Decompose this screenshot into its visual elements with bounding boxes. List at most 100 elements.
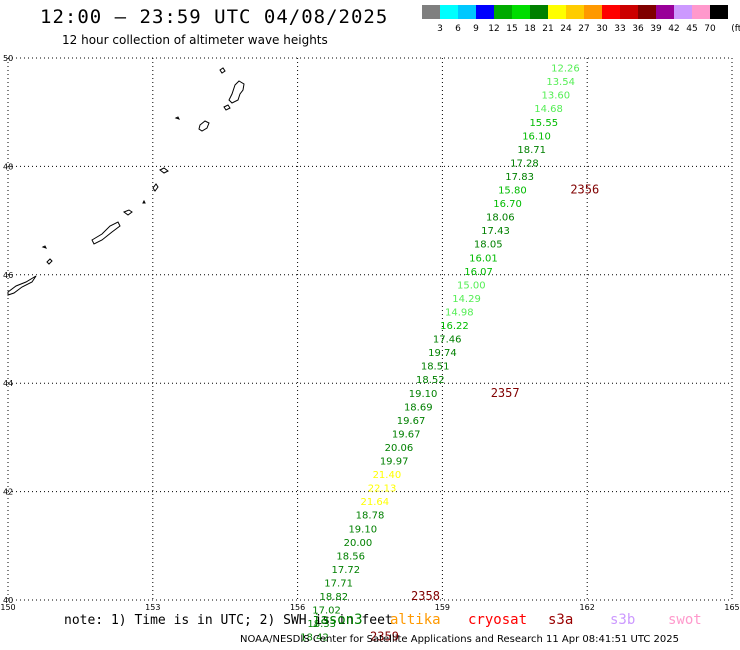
time-label: 2357: [491, 386, 520, 400]
swh-value-label: 18.82: [319, 592, 348, 603]
time-label: 2358: [411, 589, 440, 603]
y-tick-label: 44: [3, 379, 13, 388]
island-outline: [46, 258, 53, 265]
colorbar-label: 24: [560, 24, 572, 34]
colorbar-swatch: [512, 5, 530, 19]
island-outline: [228, 80, 245, 104]
y-tick-label: 48: [3, 162, 13, 171]
footnote: note: 1) Time is in UTC; 2) SWH is in fe…: [64, 613, 393, 628]
island-outline: [91, 221, 121, 245]
colorbar-swatch: [674, 5, 692, 19]
colorbar-swatch: [602, 5, 620, 19]
colorbar-label: 18: [524, 24, 536, 34]
grid-lines: [7, 57, 733, 601]
satellite-label-s3a: s3a: [548, 612, 574, 628]
coastline: [7, 275, 37, 296]
swh-value-label: 21.64: [361, 497, 390, 508]
x-tick-label: 150: [0, 603, 15, 612]
colorbar-swatch: [566, 5, 584, 19]
time-labels: 2356 2357 2358 2359: [370, 183, 599, 644]
swh-value-label: 16.01: [469, 253, 498, 264]
satellite-label-swot: swot: [668, 612, 702, 628]
chart-title: 12:00 – 23:59 UTC 04/08/2025: [40, 6, 389, 28]
swh-value-label: 19.10: [348, 524, 377, 535]
swh-value-label: 19.97: [380, 457, 409, 468]
colorbar-swatch: [584, 5, 602, 19]
colorbar-label: 42: [668, 24, 679, 34]
colorbar-swatch: [458, 5, 476, 19]
swh-value-label: 16.07: [464, 267, 493, 278]
swh-value-label: 17.72: [332, 565, 361, 576]
colorbar-label: 36: [632, 24, 644, 34]
island-outline: [174, 116, 180, 120]
swh-value-label: 17.46: [433, 335, 462, 346]
swh-value-label: 19.67: [397, 416, 426, 427]
colorbar-label: 30: [596, 24, 608, 34]
swh-value-label: 18.71: [517, 145, 546, 156]
swh-value-label: 22.13: [368, 484, 397, 495]
axis-tick-labels: 150 153 156 159 162 165 40 42 44 46 48 50: [0, 54, 739, 612]
y-tick-label: 40: [3, 596, 13, 605]
swh-value-label: 14.29: [452, 294, 481, 305]
swh-value-label: 18.33: [307, 619, 336, 630]
swh-value-label: 17.83: [505, 172, 534, 183]
island-outline: [198, 120, 210, 132]
swh-value-label: 16.70: [493, 199, 522, 210]
swh-value-label: 18.52: [416, 375, 445, 386]
swh-value-label: 17.71: [324, 578, 353, 589]
time-label: 2356: [570, 183, 599, 197]
island-outline: [223, 104, 231, 111]
swh-value-label: 18.06: [486, 213, 515, 224]
colorbar-label: 6: [455, 24, 461, 34]
swh-value-label: 18.56: [336, 551, 365, 562]
swh-value-label: 19.74: [428, 348, 457, 359]
colorbar-unit: (ft): [731, 24, 740, 34]
x-tick-label: 159: [435, 603, 450, 612]
chart-subtitle: 12 hour collection of altimeter wave hei…: [62, 33, 328, 47]
x-tick-label: 165: [724, 603, 739, 612]
swh-value-label: 12.26: [551, 64, 580, 75]
swh-value-label: 17.28: [510, 158, 539, 169]
colorbar-label: 21: [542, 24, 553, 34]
colorbar-label: 15: [506, 24, 517, 34]
y-tick-label: 50: [3, 54, 13, 63]
swh-value-label: 15.80: [498, 186, 527, 197]
swh-points: 12.26 13.54 13.60 14.68 15.55 16.10 18.71 17.28…: [300, 64, 580, 644]
y-tick-label: 42: [3, 488, 13, 497]
colorbar-label: 12: [488, 24, 499, 34]
time-label: 2359: [370, 630, 399, 644]
island-outline: [122, 209, 133, 216]
x-tick-label: 153: [145, 603, 160, 612]
swh-value-label: 13.54: [546, 77, 575, 88]
y-tick-label: 46: [3, 271, 13, 280]
colorbar-label: 39: [650, 24, 662, 34]
island-outline: [159, 167, 169, 174]
satellite-label-cryosat: cryosat: [468, 612, 528, 628]
swh-value-label: 18.51: [421, 362, 450, 373]
island-outline: [41, 245, 47, 249]
swh-value-label: 15.00: [457, 280, 486, 291]
credit-line: NOAA/NESDIS Center for Satellite Applica…: [240, 634, 679, 645]
swh-value-label: 14.98: [445, 307, 474, 318]
island-outline: [152, 183, 159, 192]
colorbar-swatch: [638, 5, 656, 19]
swh-value-label: 18.78: [356, 511, 385, 522]
satellite-label-altika: altika: [390, 612, 441, 628]
colorbar-swatch: [476, 5, 494, 19]
swh-value-label: 19.67: [392, 429, 421, 440]
coastline-islands: [7, 67, 245, 296]
colorbar-swatch: [494, 5, 512, 19]
colorbar-swatch: [440, 5, 458, 19]
swh-value-label: 20.06: [385, 443, 414, 454]
colorbar-swatch: [548, 5, 566, 19]
colorbar-label: 9: [473, 24, 479, 34]
colorbar-swatch: [530, 5, 548, 19]
swh-value-label: 17.43: [481, 226, 510, 237]
swh-value-label: 18.42: [300, 633, 329, 644]
satellite-label-s3b: s3b: [610, 612, 636, 628]
island-outline: [142, 199, 146, 204]
swh-value-label: 21.40: [373, 470, 402, 481]
x-tick-label: 162: [580, 603, 595, 612]
